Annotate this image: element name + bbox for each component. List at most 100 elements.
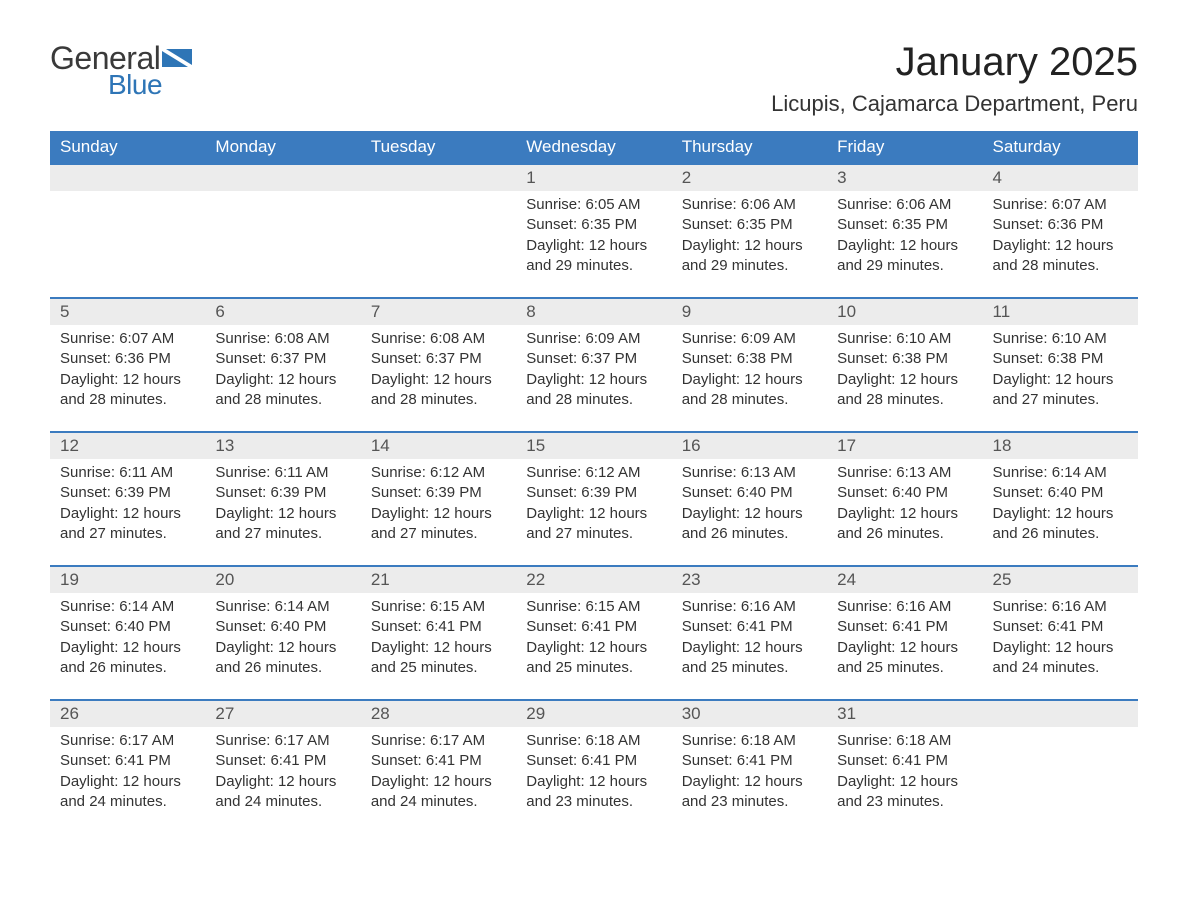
day-number: 8 [516,299,671,325]
sunrise-text: Sunrise: 6:12 AM [526,463,661,483]
daylight-text: Daylight: 12 hours and 24 minutes. [215,772,350,813]
day-data: Sunrise: 6:16 AMSunset: 6:41 PMDaylight:… [827,593,982,692]
sunrise-text: Sunrise: 6:09 AM [682,329,817,349]
daylight-text: Daylight: 12 hours and 23 minutes. [682,772,817,813]
logo-mark-icon [162,45,196,72]
day-number: 26 [50,701,205,727]
sunrise-text: Sunrise: 6:10 AM [837,329,972,349]
day-data: Sunrise: 6:10 AMSunset: 6:38 PMDaylight:… [983,325,1138,424]
daylight-text: Daylight: 12 hours and 27 minutes. [993,370,1128,411]
calendar-cell: 25Sunrise: 6:16 AMSunset: 6:41 PMDayligh… [983,566,1138,700]
daylight-text: Daylight: 12 hours and 27 minutes. [215,504,350,545]
daylight-text: Daylight: 12 hours and 23 minutes. [526,772,661,813]
calendar-cell [50,164,205,298]
calendar-cell: 24Sunrise: 6:16 AMSunset: 6:41 PMDayligh… [827,566,982,700]
sunset-text: Sunset: 6:41 PM [682,751,817,771]
day-data: Sunrise: 6:16 AMSunset: 6:41 PMDaylight:… [983,593,1138,692]
day-number: 5 [50,299,205,325]
day-number: 30 [672,701,827,727]
sunset-text: Sunset: 6:40 PM [682,483,817,503]
sunrise-text: Sunrise: 6:15 AM [526,597,661,617]
day-data: Sunrise: 6:18 AMSunset: 6:41 PMDaylight:… [672,727,827,826]
day-data: Sunrise: 6:09 AMSunset: 6:38 PMDaylight:… [672,325,827,424]
day-data: Sunrise: 6:12 AMSunset: 6:39 PMDaylight:… [516,459,671,558]
sunset-text: Sunset: 6:41 PM [215,751,350,771]
day-number: 25 [983,567,1138,593]
daylight-text: Daylight: 12 hours and 28 minutes. [60,370,195,411]
location-subtitle: Licupis, Cajamarca Department, Peru [771,91,1138,117]
day-data: Sunrise: 6:15 AMSunset: 6:41 PMDaylight:… [361,593,516,692]
sunset-text: Sunset: 6:41 PM [837,751,972,771]
sunset-text: Sunset: 6:35 PM [682,215,817,235]
sunset-text: Sunset: 6:41 PM [682,617,817,637]
daylight-text: Daylight: 12 hours and 26 minutes. [682,504,817,545]
day-data: Sunrise: 6:12 AMSunset: 6:39 PMDaylight:… [361,459,516,558]
calendar-week: 19Sunrise: 6:14 AMSunset: 6:40 PMDayligh… [50,566,1138,700]
day-number: 2 [672,165,827,191]
day-number: 15 [516,433,671,459]
sunrise-text: Sunrise: 6:16 AM [837,597,972,617]
sunrise-text: Sunrise: 6:18 AM [682,731,817,751]
sunset-text: Sunset: 6:37 PM [371,349,506,369]
day-number-empty [205,165,360,191]
sunset-text: Sunset: 6:41 PM [993,617,1128,637]
calendar-week: 12Sunrise: 6:11 AMSunset: 6:39 PMDayligh… [50,432,1138,566]
daylight-text: Daylight: 12 hours and 24 minutes. [993,638,1128,679]
sunrise-text: Sunrise: 6:05 AM [526,195,661,215]
day-number: 29 [516,701,671,727]
sunrise-text: Sunrise: 6:12 AM [371,463,506,483]
sunset-text: Sunset: 6:37 PM [215,349,350,369]
sunset-text: Sunset: 6:35 PM [526,215,661,235]
sunrise-text: Sunrise: 6:14 AM [60,597,195,617]
sunrise-text: Sunrise: 6:06 AM [682,195,817,215]
day-data: Sunrise: 6:07 AMSunset: 6:36 PMDaylight:… [983,191,1138,290]
sunrise-text: Sunrise: 6:13 AM [682,463,817,483]
calendar-header-row: SundayMondayTuesdayWednesdayThursdayFrid… [50,131,1138,164]
sunset-text: Sunset: 6:41 PM [526,617,661,637]
day-data: Sunrise: 6:14 AMSunset: 6:40 PMDaylight:… [205,593,360,692]
day-data: Sunrise: 6:17 AMSunset: 6:41 PMDaylight:… [361,727,516,826]
day-number: 12 [50,433,205,459]
calendar-cell: 22Sunrise: 6:15 AMSunset: 6:41 PMDayligh… [516,566,671,700]
weekday-header: Wednesday [516,131,671,164]
day-number: 16 [672,433,827,459]
daylight-text: Daylight: 12 hours and 27 minutes. [526,504,661,545]
sunrise-text: Sunrise: 6:11 AM [215,463,350,483]
title-block: January 2025 Licupis, Cajamarca Departme… [771,40,1138,117]
daylight-text: Daylight: 12 hours and 25 minutes. [526,638,661,679]
daylight-text: Daylight: 12 hours and 25 minutes. [837,638,972,679]
day-number: 10 [827,299,982,325]
calendar-cell: 30Sunrise: 6:18 AMSunset: 6:41 PMDayligh… [672,700,827,834]
day-number: 3 [827,165,982,191]
calendar-week: 1Sunrise: 6:05 AMSunset: 6:35 PMDaylight… [50,164,1138,298]
sunrise-text: Sunrise: 6:06 AM [837,195,972,215]
sunrise-text: Sunrise: 6:14 AM [215,597,350,617]
day-data: Sunrise: 6:11 AMSunset: 6:39 PMDaylight:… [50,459,205,558]
day-number: 1 [516,165,671,191]
sunrise-text: Sunrise: 6:08 AM [371,329,506,349]
calendar-cell: 18Sunrise: 6:14 AMSunset: 6:40 PMDayligh… [983,432,1138,566]
calendar-week: 5Sunrise: 6:07 AMSunset: 6:36 PMDaylight… [50,298,1138,432]
daylight-text: Daylight: 12 hours and 29 minutes. [837,236,972,277]
calendar-cell: 9Sunrise: 6:09 AMSunset: 6:38 PMDaylight… [672,298,827,432]
sunset-text: Sunset: 6:41 PM [371,617,506,637]
daylight-text: Daylight: 12 hours and 23 minutes. [837,772,972,813]
daylight-text: Daylight: 12 hours and 27 minutes. [371,504,506,545]
sunset-text: Sunset: 6:41 PM [526,751,661,771]
daylight-text: Daylight: 12 hours and 26 minutes. [60,638,195,679]
sunset-text: Sunset: 6:37 PM [526,349,661,369]
day-number: 6 [205,299,360,325]
calendar-cell: 17Sunrise: 6:13 AMSunset: 6:40 PMDayligh… [827,432,982,566]
day-number: 18 [983,433,1138,459]
calendar-cell: 23Sunrise: 6:16 AMSunset: 6:41 PMDayligh… [672,566,827,700]
day-data: Sunrise: 6:13 AMSunset: 6:40 PMDaylight:… [827,459,982,558]
sunrise-text: Sunrise: 6:15 AM [371,597,506,617]
day-data: Sunrise: 6:13 AMSunset: 6:40 PMDaylight:… [672,459,827,558]
calendar-cell: 27Sunrise: 6:17 AMSunset: 6:41 PMDayligh… [205,700,360,834]
day-number: 19 [50,567,205,593]
calendar-cell: 6Sunrise: 6:08 AMSunset: 6:37 PMDaylight… [205,298,360,432]
day-number: 9 [672,299,827,325]
sunset-text: Sunset: 6:39 PM [60,483,195,503]
calendar-cell: 7Sunrise: 6:08 AMSunset: 6:37 PMDaylight… [361,298,516,432]
sunset-text: Sunset: 6:40 PM [837,483,972,503]
